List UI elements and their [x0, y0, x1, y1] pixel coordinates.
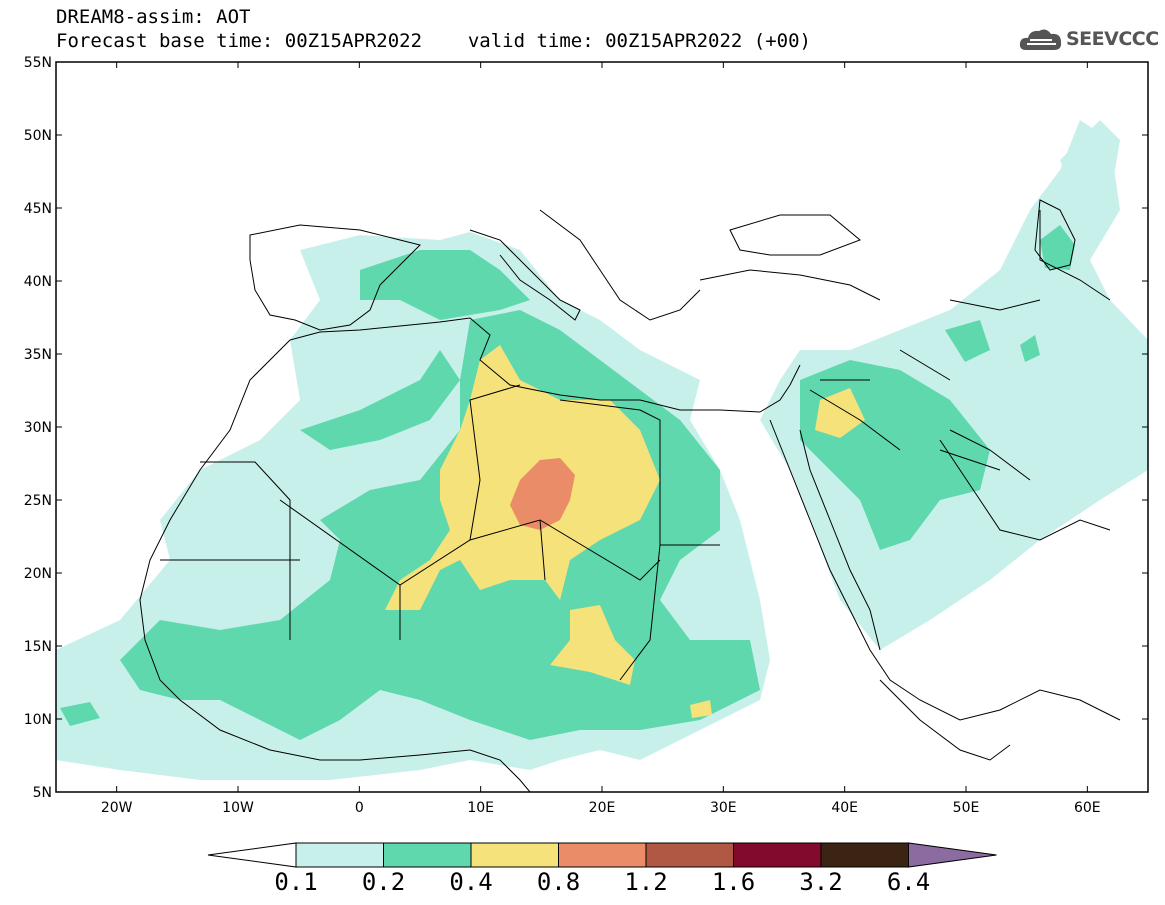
lat-label: 45N [24, 201, 52, 217]
aot-band-0.2-med [360, 250, 530, 320]
coastlines [139, 199, 1121, 792]
lat-label: 55N [24, 55, 52, 71]
colorbar-label: 1.6 [711, 868, 756, 896]
colorbar-segment [820, 842, 909, 868]
lat-label: 10N [24, 712, 52, 728]
lon-label: 20E [589, 800, 616, 816]
aot-band-0.4-sudan [550, 605, 635, 685]
cloud-icon [1019, 29, 1062, 50]
lon-label: 10E [467, 800, 494, 816]
valid-time: valid time: 00Z15APR2022 (+00) [467, 30, 811, 52]
lat-label: 20N [24, 566, 52, 582]
lat-label: 35N [24, 347, 52, 363]
lat-label: 15N [24, 639, 52, 655]
colorbar-high-triangle [908, 842, 997, 868]
colorbar-label: 0.4 [449, 868, 493, 896]
colorbar-label: 6.4 [886, 868, 931, 896]
colorbar-label: 0.2 [361, 868, 406, 896]
seevccc-logo: SEEVCCC [1018, 26, 1159, 54]
map-subtitle: Forecast base time: 00Z15APR2022 valid t… [56, 30, 811, 52]
aot-field [56, 120, 1148, 780]
aot-band-0.1-east [1060, 120, 1120, 220]
lat-label: 50N [24, 128, 52, 144]
colorbar-segment [733, 842, 822, 868]
aot-band-0.2-ir2 [1020, 335, 1040, 362]
lon-label: 10W [222, 800, 254, 816]
longitude-axis: 20W 10W 0 10E 20E 30E 40E 50E 60E [101, 62, 1101, 816]
base-time: Forecast base time: 00Z15APR2022 [56, 30, 423, 52]
lat-label: 40N [24, 274, 52, 290]
colorbar-label: 3.2 [799, 868, 843, 896]
colorbar-segment [558, 842, 647, 868]
lon-label: 50E [953, 800, 980, 816]
lon-label: 60E [1074, 800, 1101, 816]
aot-band-0.2-ir1 [945, 320, 990, 362]
lon-label: 40E [831, 800, 858, 816]
aot-band-0.2-casp [1040, 225, 1075, 270]
lon-label: 0 [355, 800, 364, 816]
aot-band-0.2-gulf [60, 702, 100, 726]
lon-label: 30E [710, 800, 737, 816]
colorbar-segment [645, 842, 734, 868]
aot-band-0.2-nw [300, 350, 460, 450]
colorbar-segment [470, 842, 559, 868]
colorbar [207, 842, 997, 868]
map-title: DREAM8-assim: AOT [56, 6, 251, 28]
lat-label: 25N [24, 493, 52, 509]
colorbar-segment [295, 842, 384, 868]
aot-band-0.8 [510, 458, 575, 530]
aot-band-0.4-chad [690, 700, 712, 718]
colorbar-label: 1.2 [624, 868, 668, 896]
colorbar-low-triangle [207, 842, 297, 868]
colorbar-segment [383, 842, 472, 868]
colorbar-label: 0.8 [536, 868, 581, 896]
lat-label: 30N [24, 420, 52, 436]
lat-label: 5N [33, 785, 52, 801]
lon-label: 20W [101, 800, 133, 816]
latitude-axis: 55N 50N 45N 40N 35N 30N 25N 20N 15N 10N 5N [24, 55, 1148, 801]
colorbar-label: 0.1 [274, 868, 318, 896]
logo-text: SEEVCCC [1066, 28, 1159, 50]
